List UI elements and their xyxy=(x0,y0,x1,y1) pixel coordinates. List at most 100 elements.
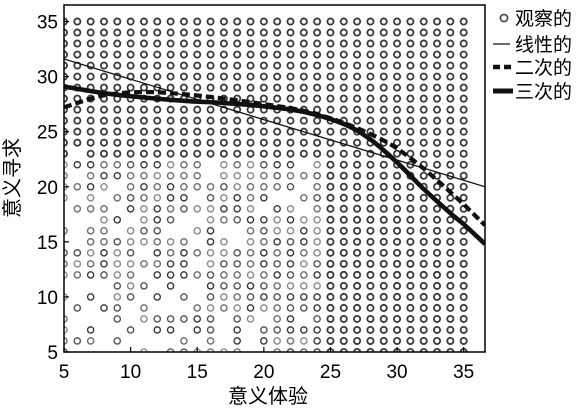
observation-point xyxy=(446,28,455,37)
observation-point xyxy=(99,149,108,158)
observation-point xyxy=(446,138,455,147)
observation-point xyxy=(273,182,281,191)
observation-point xyxy=(273,304,281,312)
observation-point xyxy=(406,28,415,37)
observation-point xyxy=(419,215,428,224)
observation-point xyxy=(113,171,122,180)
observation-point xyxy=(260,271,268,279)
observation-point xyxy=(366,237,375,246)
observation-point xyxy=(313,249,321,257)
observation-point xyxy=(433,325,442,334)
observation-point xyxy=(73,337,82,345)
observation-point xyxy=(286,315,295,323)
observation-point xyxy=(273,337,281,345)
observation-point xyxy=(100,160,108,169)
observation-point xyxy=(220,238,228,246)
observation-point xyxy=(393,237,402,246)
x-tick-label: 30 xyxy=(386,362,407,383)
observation-point xyxy=(326,237,335,246)
observation-point xyxy=(86,105,95,114)
observation-point xyxy=(433,270,442,279)
observation-point xyxy=(73,72,82,81)
observation-point xyxy=(166,160,175,169)
observation-point xyxy=(326,61,335,70)
observation-point xyxy=(273,216,281,224)
observation-point xyxy=(459,193,468,202)
observation-point xyxy=(153,204,162,213)
observation-point xyxy=(113,293,122,301)
observation-point xyxy=(193,83,202,92)
observation-point xyxy=(459,127,468,136)
observation-point xyxy=(406,182,415,191)
observation-point xyxy=(126,271,135,279)
observation-point xyxy=(246,182,255,191)
observation-point xyxy=(459,314,468,323)
observation-point xyxy=(406,39,415,48)
observation-point xyxy=(126,260,135,268)
observation-point xyxy=(206,61,215,70)
observation-point xyxy=(233,182,241,191)
observation-point xyxy=(433,138,442,147)
observation-point xyxy=(300,227,308,235)
observation-point xyxy=(393,314,402,323)
observation-point xyxy=(126,160,135,169)
observation-point xyxy=(113,61,122,70)
observation-point xyxy=(140,171,148,180)
observation-point xyxy=(233,304,241,312)
observation-point xyxy=(419,105,428,114)
observation-point xyxy=(259,61,268,70)
observation-point xyxy=(459,138,468,147)
observation-point xyxy=(166,50,175,59)
observation-point xyxy=(126,293,135,301)
observation-point xyxy=(299,72,308,81)
observation-point xyxy=(100,304,108,312)
observation-point xyxy=(246,315,255,323)
observation-point xyxy=(459,182,468,191)
observation-point xyxy=(260,182,268,191)
observation-point xyxy=(339,94,348,103)
observation-point xyxy=(339,83,348,92)
observation-point xyxy=(406,215,415,224)
observation-point xyxy=(339,281,348,290)
observation-point xyxy=(446,116,455,125)
observation-point xyxy=(86,160,95,169)
observation-point xyxy=(393,61,402,70)
observation-point xyxy=(459,270,468,279)
observation-point xyxy=(379,237,388,246)
fit-lines xyxy=(64,58,485,246)
observation-point xyxy=(273,238,281,246)
observation-point xyxy=(446,248,455,257)
observation-point xyxy=(366,72,375,81)
observation-point xyxy=(206,127,215,136)
observation-point xyxy=(459,61,468,70)
observation-point xyxy=(433,83,442,92)
observation-point xyxy=(179,72,188,81)
observation-point xyxy=(433,336,442,345)
observation-point xyxy=(246,304,255,312)
observation-point xyxy=(353,72,362,81)
axis-ticks: 5 10 15 20 25 30 35 5 10 15 20 25 30 35 xyxy=(37,13,474,383)
observation-point xyxy=(193,227,202,235)
legend-label-observed: 观察的 xyxy=(515,8,572,30)
observation-point xyxy=(113,138,122,147)
observation-point xyxy=(446,336,455,345)
observation-point xyxy=(433,237,442,246)
x-tick-label: 15 xyxy=(187,362,208,383)
observation-point xyxy=(220,216,228,224)
observation-point xyxy=(99,39,108,48)
observation-point xyxy=(113,238,122,246)
observation-point xyxy=(286,271,295,279)
observation-point xyxy=(446,215,455,224)
observation-point xyxy=(353,39,362,48)
observation-point xyxy=(313,216,321,224)
observation-point xyxy=(433,127,442,136)
observation-point xyxy=(153,293,162,301)
observation-point xyxy=(233,193,241,202)
observation-point xyxy=(86,249,95,257)
observation-point xyxy=(326,105,335,114)
observation-point xyxy=(126,171,135,180)
observation-point xyxy=(113,282,122,290)
observation-point xyxy=(299,138,308,147)
observation-point xyxy=(166,61,175,70)
